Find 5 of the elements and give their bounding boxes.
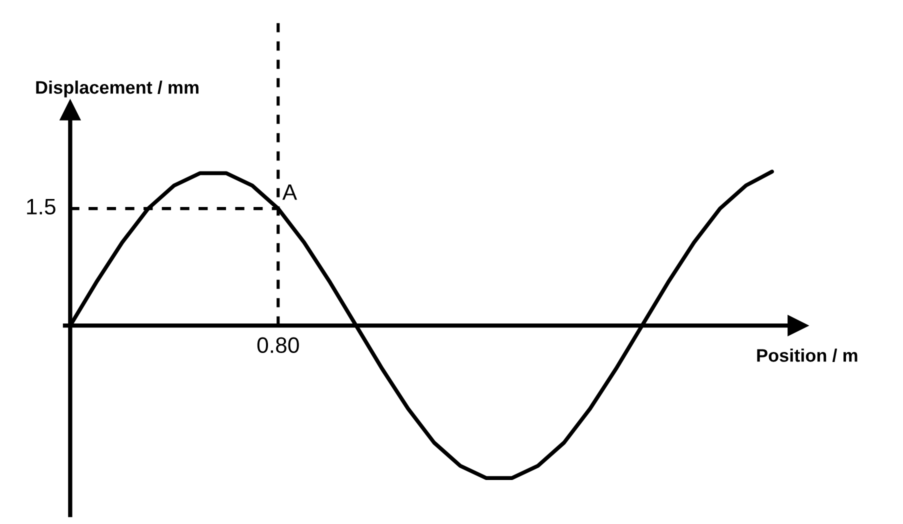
text: 1.5 (27, 199, 56, 215)
y-axis-title: Displacement / mm (36, 80, 198, 98)
annotation: A (282, 184, 298, 200)
x-axis-title: Position / m (757, 348, 858, 362)
annotation: 0.80 (257, 337, 299, 354)
